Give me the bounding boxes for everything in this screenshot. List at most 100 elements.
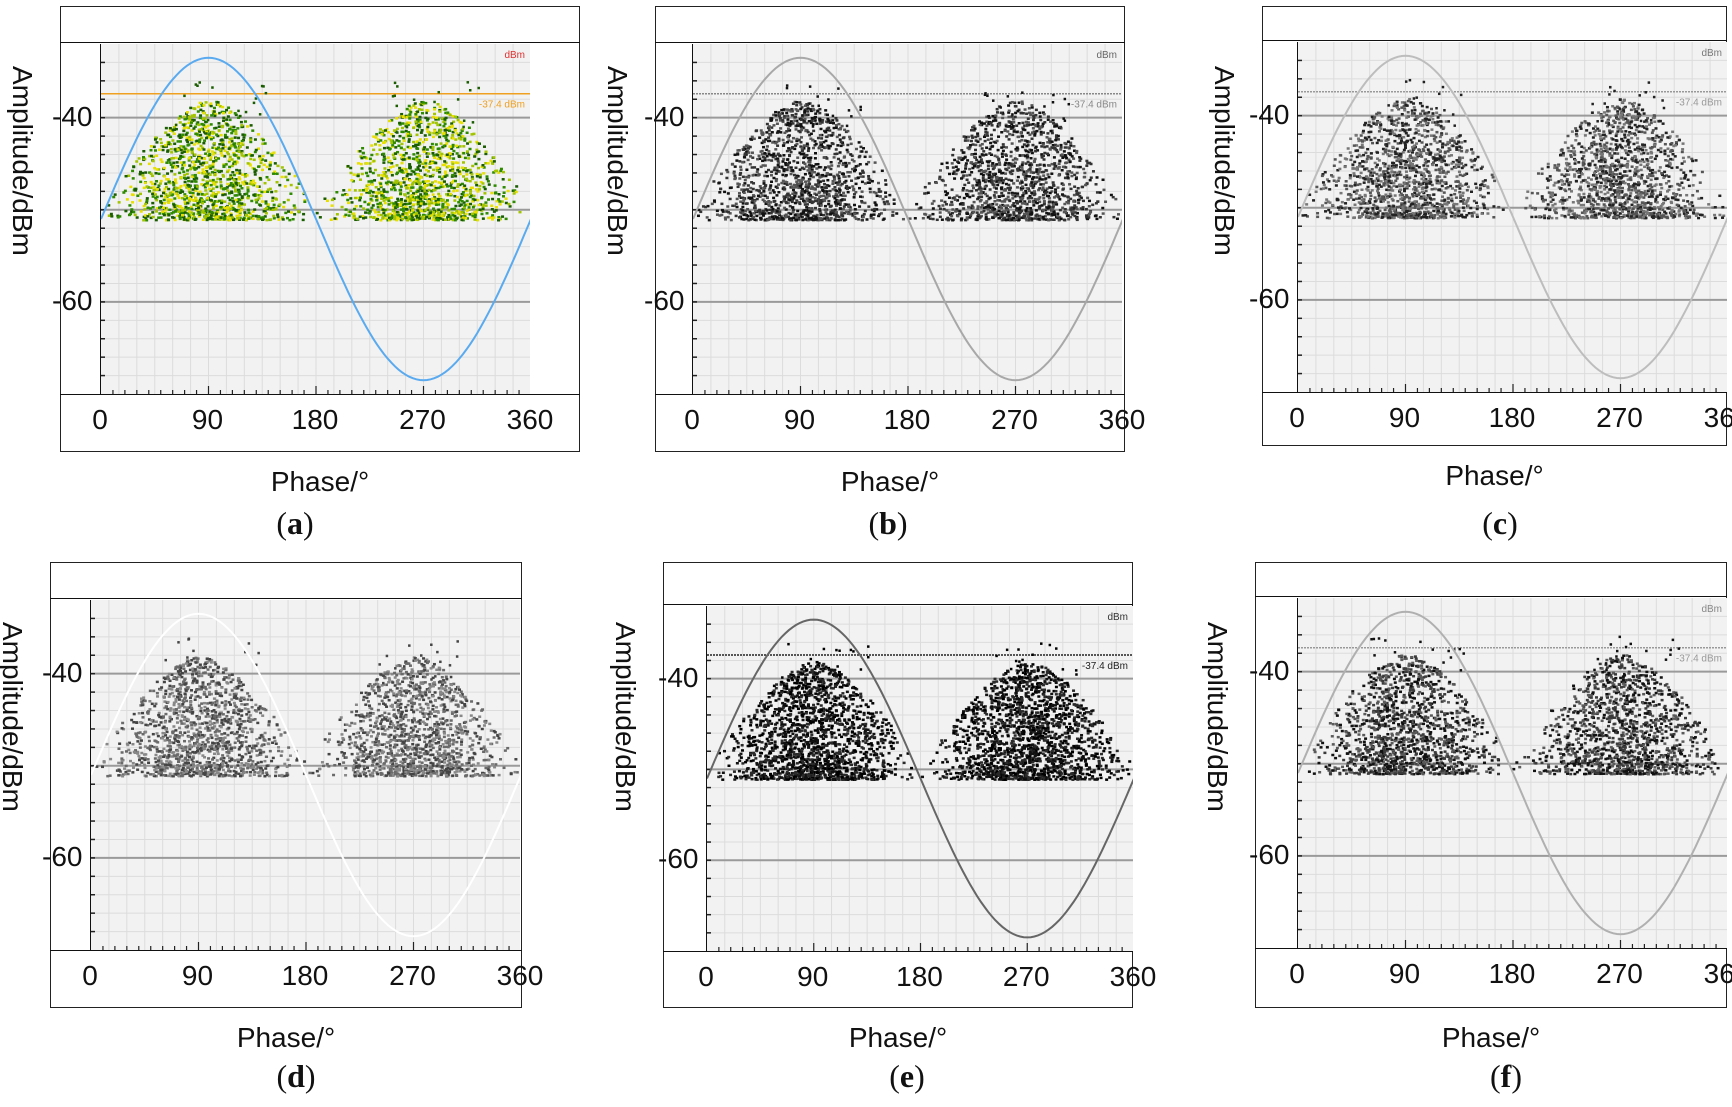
data-point bbox=[275, 180, 279, 184]
data-point bbox=[425, 192, 429, 196]
data-point bbox=[396, 150, 400, 154]
data-point bbox=[802, 156, 806, 160]
data-point bbox=[214, 113, 218, 116]
data-point bbox=[1007, 109, 1011, 113]
data-point bbox=[827, 147, 831, 150]
data-point bbox=[132, 165, 136, 169]
data-point bbox=[365, 191, 369, 194]
data-point bbox=[237, 136, 241, 140]
data-point bbox=[415, 118, 419, 121]
data-point bbox=[823, 217, 827, 220]
data-point bbox=[225, 118, 229, 121]
y-tick-label: -40 bbox=[52, 100, 93, 132]
data-point bbox=[204, 213, 208, 217]
data-point bbox=[986, 160, 990, 164]
data-point bbox=[366, 187, 370, 190]
data-point bbox=[786, 195, 790, 199]
data-point bbox=[800, 149, 804, 153]
data-point bbox=[807, 209, 811, 213]
data-point bbox=[187, 179, 191, 183]
data-point bbox=[433, 131, 437, 134]
data-point bbox=[867, 160, 871, 164]
data-point bbox=[376, 202, 380, 206]
data-point bbox=[812, 146, 816, 150]
data-point bbox=[445, 133, 449, 137]
data-point bbox=[151, 215, 155, 219]
data-point bbox=[438, 135, 442, 139]
data-point bbox=[389, 201, 393, 205]
data-point bbox=[418, 181, 422, 184]
data-point bbox=[809, 121, 813, 125]
data-point bbox=[841, 207, 845, 211]
data-point bbox=[243, 180, 247, 183]
data-point bbox=[368, 167, 372, 170]
data-point bbox=[423, 192, 427, 195]
data-point bbox=[403, 178, 407, 181]
data-point bbox=[798, 101, 802, 104]
data-point bbox=[395, 205, 399, 209]
data-point bbox=[272, 214, 276, 218]
data-point bbox=[381, 208, 385, 211]
data-point bbox=[174, 178, 178, 181]
data-point bbox=[434, 143, 438, 146]
data-point bbox=[747, 176, 751, 179]
data-point bbox=[376, 217, 380, 221]
data-point bbox=[845, 148, 849, 152]
data-point bbox=[190, 151, 194, 155]
data-point bbox=[1038, 196, 1042, 199]
data-point bbox=[1069, 197, 1073, 201]
data-point bbox=[271, 199, 275, 203]
data-point bbox=[884, 191, 888, 194]
data-point bbox=[204, 215, 208, 218]
data-point bbox=[1082, 167, 1086, 171]
data-point bbox=[967, 189, 971, 193]
data-point bbox=[139, 162, 143, 166]
data-point bbox=[163, 212, 167, 215]
data-point bbox=[178, 140, 182, 143]
data-point bbox=[208, 152, 212, 156]
data-point bbox=[763, 194, 767, 198]
data-point bbox=[162, 145, 166, 148]
data-point bbox=[192, 216, 196, 219]
data-point bbox=[203, 175, 207, 178]
data-point bbox=[761, 164, 765, 167]
data-point bbox=[463, 204, 467, 207]
data-point bbox=[773, 154, 777, 158]
data-point bbox=[171, 156, 175, 160]
data-point bbox=[1058, 215, 1062, 219]
data-point bbox=[1007, 191, 1011, 195]
data-point bbox=[378, 202, 382, 205]
data-point bbox=[789, 212, 793, 216]
data-point bbox=[377, 210, 381, 214]
data-point bbox=[237, 217, 241, 220]
data-point bbox=[196, 105, 200, 109]
data-point bbox=[871, 217, 875, 220]
data-point bbox=[476, 218, 480, 222]
data-point bbox=[405, 135, 409, 138]
data-point bbox=[230, 190, 234, 193]
data-point bbox=[144, 217, 148, 220]
data-point bbox=[761, 133, 765, 137]
data-point bbox=[395, 203, 399, 206]
data-point bbox=[373, 179, 377, 182]
data-point bbox=[163, 175, 167, 178]
data-point bbox=[241, 133, 245, 136]
data-point bbox=[171, 128, 175, 132]
data-point bbox=[827, 165, 831, 168]
data-point bbox=[725, 176, 729, 180]
data-point bbox=[463, 156, 467, 160]
data-point bbox=[379, 184, 383, 187]
data-point bbox=[391, 209, 395, 213]
data-point bbox=[769, 201, 773, 204]
data-point bbox=[881, 197, 885, 201]
data-point bbox=[831, 114, 835, 118]
data-point bbox=[221, 206, 225, 209]
data-point bbox=[733, 153, 737, 157]
data-point bbox=[385, 127, 389, 131]
data-point bbox=[193, 153, 197, 156]
data-point bbox=[122, 191, 126, 194]
data-point bbox=[189, 121, 193, 124]
data-point bbox=[1028, 111, 1032, 115]
data-point bbox=[846, 170, 850, 174]
data-point bbox=[451, 133, 455, 137]
